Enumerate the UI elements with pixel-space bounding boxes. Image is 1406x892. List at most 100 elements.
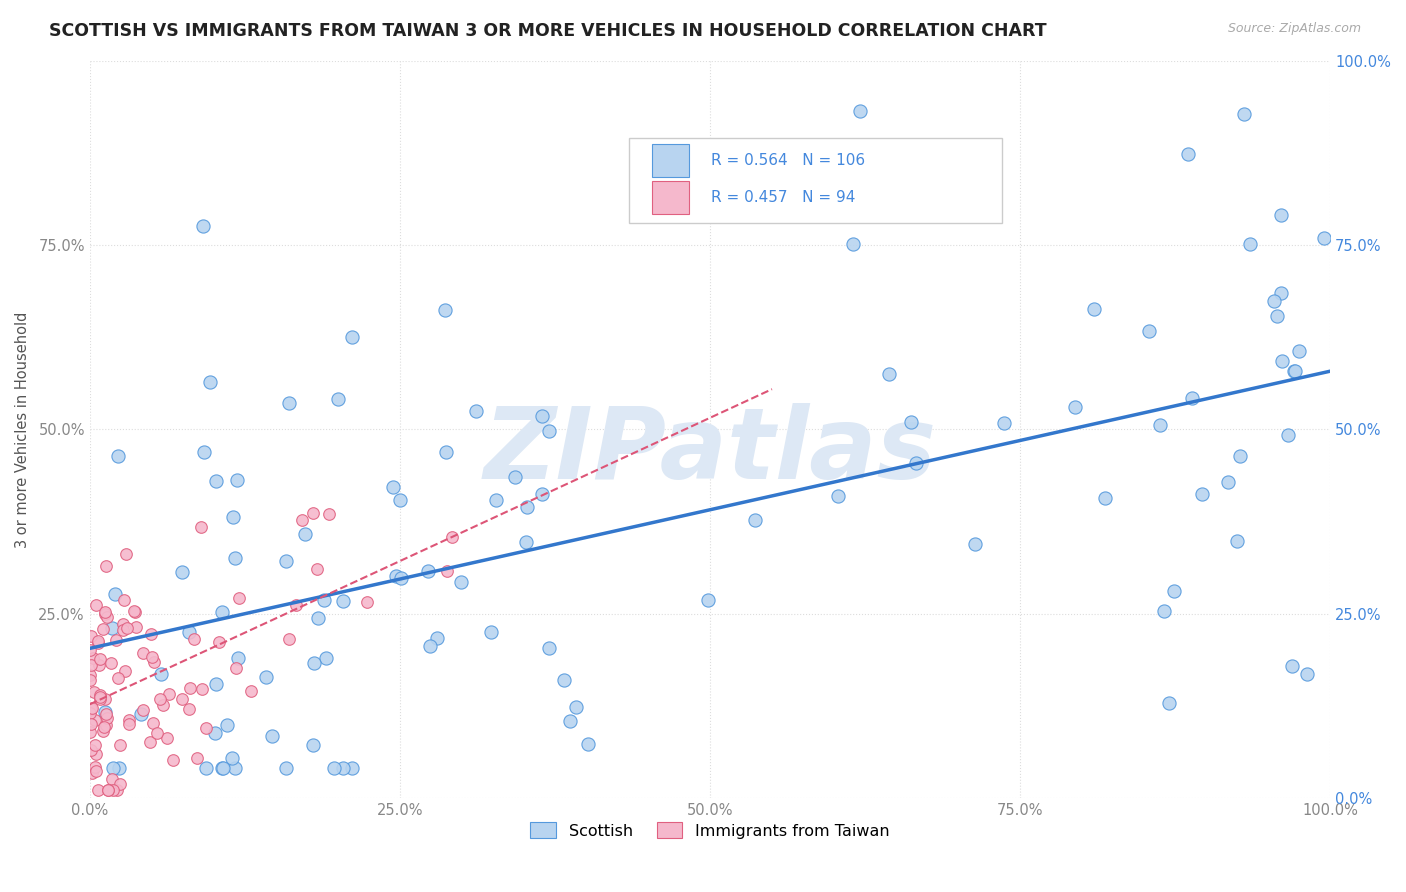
Point [82,650,104,665]
Point [205,474,228,488]
Point [87,636,110,650]
Point [156,731,179,746]
Point [1216,475,1239,489]
Point [827,489,849,503]
Point [96,609,118,624]
Point [340,761,363,775]
Point [118,717,141,731]
Point [89,652,111,666]
Point [101,772,124,786]
Point [115,621,138,635]
Point [302,738,325,752]
Point [565,700,588,714]
Point [86,747,108,761]
Point [576,737,599,751]
Point [79,668,101,682]
Point [115,547,138,561]
Point [225,661,247,675]
Point [138,734,160,748]
Point [849,104,872,119]
Point [79,673,101,687]
Point [326,392,349,406]
Point [179,681,201,695]
Point [450,574,472,589]
Point [842,236,865,251]
Point [83,685,105,699]
Point [124,620,146,634]
Point [356,595,378,609]
Point [1157,696,1180,710]
Point [294,527,316,541]
FancyBboxPatch shape [630,138,1001,223]
Point [318,507,340,521]
Point [416,564,439,578]
Point [79,716,101,731]
Point [1277,428,1299,442]
Point [1163,583,1185,598]
Point [503,470,526,484]
Point [1153,604,1175,618]
Point [211,761,233,775]
Point [152,698,174,712]
Point [332,594,354,608]
Point [465,404,488,418]
Point [290,513,312,527]
Point [877,367,900,381]
Point [108,738,131,752]
Point [436,564,458,578]
Point [79,724,101,739]
Point [84,738,107,752]
Point [225,474,247,488]
Point [190,520,212,534]
Point [1191,487,1213,501]
Point [441,530,464,544]
Point [307,611,329,625]
Text: Source: ZipAtlas.com: Source: ZipAtlas.com [1227,22,1361,36]
Point [419,640,441,654]
Point [87,657,110,672]
Point [1263,293,1285,308]
Point [159,687,181,701]
Text: R = 0.457   N = 94: R = 0.457 N = 94 [711,190,856,205]
Point [211,761,233,775]
Point [146,726,169,740]
Point [1139,324,1161,338]
Point [211,605,233,619]
Point [103,783,125,797]
Point [94,607,117,621]
Point [1284,364,1306,378]
Point [905,456,928,470]
Point [314,593,336,607]
Point [1181,391,1204,405]
Point [1083,302,1105,317]
Point [84,713,107,727]
Point [516,500,538,514]
Point [340,330,363,344]
Point [224,761,246,775]
Point [122,604,145,618]
Point [1271,353,1294,368]
Point [84,760,107,774]
Point [94,705,117,719]
Point [89,688,111,702]
Point [107,449,129,463]
Point [900,415,922,429]
Point [228,591,250,606]
Point [1270,208,1292,222]
Point [94,717,117,731]
Point [100,656,122,670]
Point [434,444,457,458]
Point [94,691,117,706]
Point [149,667,172,681]
Point [142,715,165,730]
Point [1312,231,1334,245]
FancyBboxPatch shape [651,181,689,214]
Point [177,701,200,715]
Point [1229,449,1251,463]
Point [278,396,301,410]
Point [80,629,103,643]
Point [131,703,153,717]
Point [149,692,172,706]
Point [208,635,231,649]
Point [697,592,720,607]
